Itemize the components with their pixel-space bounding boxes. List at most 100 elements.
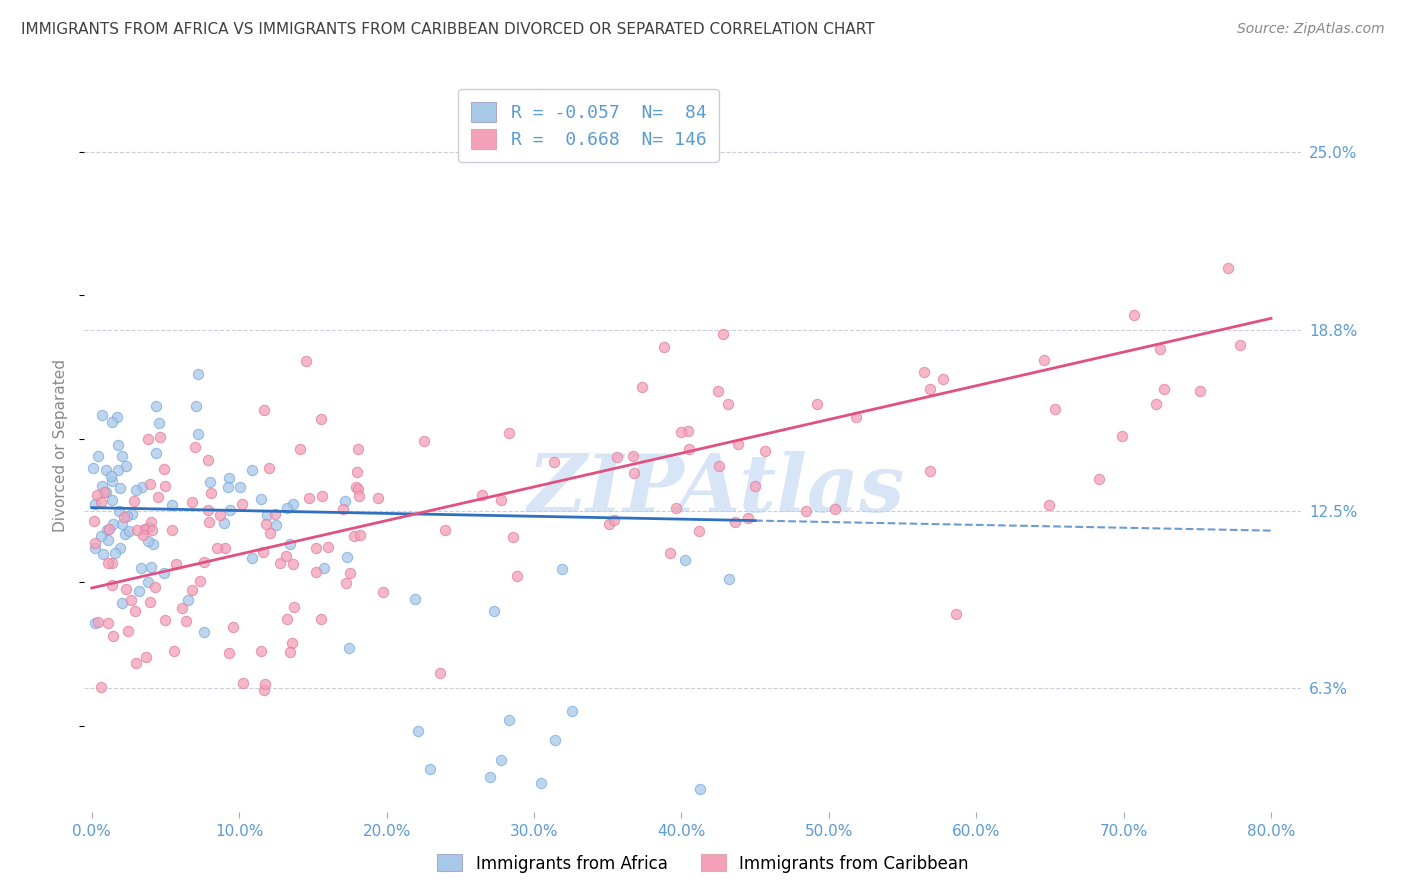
Text: IMMIGRANTS FROM AFRICA VS IMMIGRANTS FROM CARIBBEAN DIVORCED OR SEPARATED CORREL: IMMIGRANTS FROM AFRICA VS IMMIGRANTS FRO… <box>21 22 875 37</box>
Point <box>344 480 367 494</box>
Text: ZIPAtlas: ZIPAtlas <box>529 451 905 529</box>
Point <box>143 580 166 594</box>
Text: Source: ZipAtlas.com: Source: ZipAtlas.com <box>1237 22 1385 37</box>
Point <box>142 536 165 550</box>
Point <box>669 425 692 439</box>
Point <box>105 410 128 425</box>
Point <box>134 522 156 536</box>
Point <box>219 503 242 517</box>
Point <box>135 649 157 664</box>
Point <box>276 549 298 564</box>
Point <box>290 442 312 456</box>
Point <box>103 629 125 643</box>
Point <box>187 367 209 381</box>
Point <box>256 508 278 522</box>
Point <box>652 340 675 354</box>
Point <box>281 636 304 650</box>
Point <box>172 601 194 615</box>
Point <box>920 464 942 478</box>
Point <box>111 449 134 463</box>
Point <box>83 541 105 555</box>
Point <box>304 541 326 556</box>
Point <box>529 776 551 790</box>
Point <box>110 596 132 610</box>
Point <box>727 436 749 450</box>
Point <box>281 497 304 511</box>
Point <box>945 607 967 621</box>
Point <box>489 753 512 767</box>
Point <box>132 528 155 542</box>
Point <box>312 561 335 575</box>
Point <box>86 488 108 502</box>
Point <box>162 523 184 537</box>
Point <box>136 533 159 548</box>
Point <box>145 399 167 413</box>
Point <box>259 525 281 540</box>
Point <box>678 442 700 456</box>
Point <box>100 468 122 483</box>
Point <box>100 556 122 570</box>
Point <box>278 645 301 659</box>
Point <box>658 546 681 560</box>
Point <box>332 501 354 516</box>
Point <box>717 397 740 411</box>
Point <box>141 560 163 574</box>
Point <box>107 463 129 477</box>
Point <box>104 546 127 560</box>
Point <box>250 643 273 657</box>
Point <box>145 446 167 460</box>
Point <box>193 625 215 640</box>
Point <box>665 501 688 516</box>
Point <box>90 529 112 543</box>
Point <box>218 471 240 485</box>
Point <box>347 482 370 496</box>
Point <box>129 560 152 574</box>
Point <box>276 612 298 626</box>
Point <box>711 327 734 342</box>
Point <box>249 491 271 506</box>
Point <box>90 479 112 493</box>
Point <box>316 540 339 554</box>
Point <box>93 485 115 500</box>
Point <box>97 616 120 631</box>
Point <box>111 517 134 532</box>
Point <box>502 530 524 544</box>
Point <box>146 490 169 504</box>
Point <box>498 426 520 441</box>
Point <box>91 408 114 422</box>
Point <box>794 504 817 518</box>
Point <box>149 430 172 444</box>
Point <box>623 466 645 480</box>
Point <box>148 417 170 431</box>
Point <box>117 624 139 638</box>
Point <box>160 498 183 512</box>
Point <box>347 489 370 503</box>
Point <box>1153 382 1175 396</box>
Point <box>153 613 176 627</box>
Point <box>1122 308 1144 322</box>
Point <box>309 412 332 426</box>
Point <box>276 500 298 515</box>
Point <box>406 724 429 739</box>
Point <box>153 479 176 493</box>
Point <box>718 572 741 586</box>
Point <box>84 497 107 511</box>
Point <box>278 537 301 551</box>
Point <box>824 502 846 516</box>
Point <box>84 536 107 550</box>
Point <box>676 425 699 439</box>
Point <box>543 455 565 469</box>
Point <box>1032 353 1054 368</box>
Point <box>367 491 389 505</box>
Point <box>724 515 747 529</box>
Point <box>197 453 219 467</box>
Point <box>673 553 696 567</box>
Point <box>349 528 371 542</box>
Point <box>252 544 274 558</box>
Point <box>1149 342 1171 356</box>
Point <box>110 541 132 555</box>
Point <box>932 372 955 386</box>
Point <box>115 582 138 596</box>
Point <box>165 557 187 571</box>
Point <box>128 584 150 599</box>
